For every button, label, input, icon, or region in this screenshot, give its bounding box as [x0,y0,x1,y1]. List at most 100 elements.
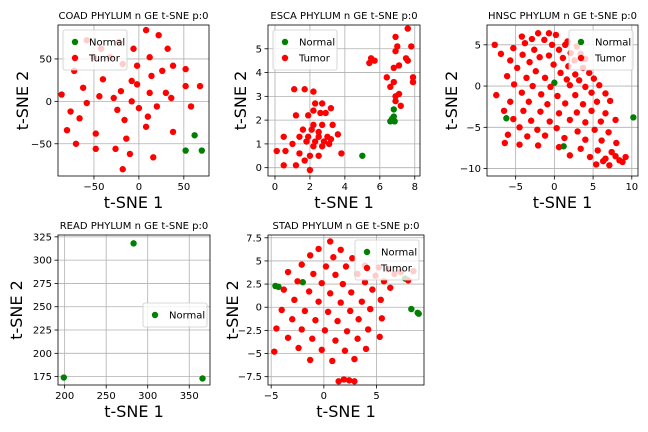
data-point [390,106,397,113]
y-tick-label: −2.5 [238,326,262,337]
data-point [520,107,527,115]
x-tick-label: 4 [342,182,348,193]
data-point [532,68,539,75]
data-point [315,298,322,305]
data-point [133,81,141,88]
data-point [579,101,587,108]
legend-box [142,302,208,328]
x-axis-label: t-SNE 1 [316,402,376,421]
y-tick-label: −5 [247,349,262,360]
data-point [397,102,404,110]
data-point [318,121,326,129]
axes-frame [57,24,210,177]
data-point [345,377,353,384]
data-point [298,261,305,268]
data-point [392,47,399,55]
y-tick-label: −50 [31,139,52,150]
data-point [128,77,135,85]
data-point [275,283,282,291]
data-point [377,296,384,304]
data-point [510,81,518,88]
data-point [408,305,415,313]
data-point [146,89,153,97]
legend-label-normal: Normal [89,38,125,49]
data-point [306,166,314,174]
data-point [369,286,376,293]
x-tick-label: 8 [412,182,418,193]
data-point [60,374,68,381]
data-point [130,45,137,52]
data-point [529,82,536,90]
data-point [329,357,336,365]
legend: Normal [142,302,208,328]
data-point [282,147,289,155]
data-point [322,263,330,270]
legend: Normal Tumor [62,29,128,71]
y-axis-label: t-SNE 2 [13,71,32,131]
data-point [182,82,189,90]
y-tick-label: 0 [256,303,262,314]
legend-box [62,29,128,71]
data-point [315,133,322,140]
data-point [392,33,399,41]
subplot-1: −50 0 50 −50 0 50 COAD PHYLUM n GE t-SNE p:0 t-… [13,11,210,212]
data-point [337,299,344,306]
data-point [338,150,345,157]
y-tick-label: 0 [256,163,262,174]
data-point [312,316,319,324]
data-point [334,131,342,138]
data-point [613,139,620,147]
data-point [504,131,512,138]
data-point [366,59,373,67]
data-point [572,71,579,78]
data-point [296,150,303,157]
data-point [553,124,560,132]
data-point [562,41,569,49]
data-point [301,157,308,164]
data-point [318,143,326,150]
data-point [92,145,99,153]
y-tick-label: 5 [256,256,262,267]
data-point [187,103,195,110]
data-point [308,126,315,133]
data-point [273,147,280,155]
data-point [534,30,542,37]
y-tick-label: 5 [256,44,262,55]
data-point [503,115,510,122]
data-point [303,138,310,145]
data-point [541,36,548,44]
data-point [315,245,322,253]
data-point [582,119,589,126]
legend-label-normal: Normal [381,248,417,259]
data-point [162,89,170,97]
data-point [325,140,333,148]
data-point [392,93,399,100]
data-point [537,108,544,115]
data-point [574,128,581,135]
data-point [491,41,498,49]
data-point [289,316,296,323]
data-point [280,162,287,169]
x-axis-label: t-SNE 1 [533,193,593,212]
data-point [575,77,583,84]
x-axis-label: t-SNE 1 [104,193,164,212]
y-tick-label: 225 [33,326,52,337]
chart-title: READ PHYLUM n GE t-SNE p:0 [60,221,209,232]
data-point [311,100,319,107]
data-point [310,107,317,114]
legend-label-normal: Normal [169,311,205,322]
data-point [292,162,300,169]
data-point [310,143,317,150]
x-tick-label: 0 [136,182,142,193]
data-point [291,296,298,304]
data-point [390,78,397,86]
data-point [67,108,74,115]
y-tick-label: −10 [460,164,481,175]
x-tick-label: 5 [373,391,379,402]
data-point [191,132,198,139]
data-point [318,100,326,107]
data-point [521,39,529,47]
data-point [371,57,378,64]
data-point [112,145,119,153]
